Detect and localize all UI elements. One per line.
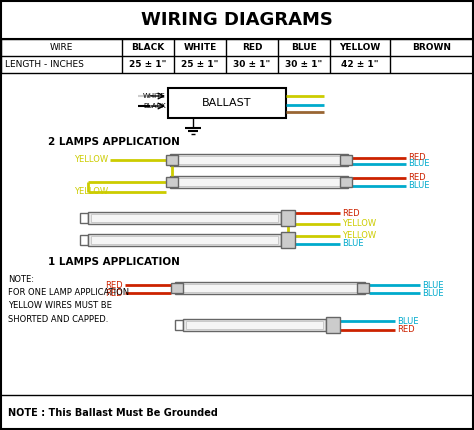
Text: BALLAST: BALLAST bbox=[202, 98, 252, 108]
Bar bbox=[171, 283, 183, 293]
Text: BLACK: BLACK bbox=[131, 43, 164, 52]
Bar bbox=[88, 212, 281, 224]
Text: NOTE:
FOR ONE LAMP APPLICATION
YELLOW WIRES MUST BE
SHORTED AND CAPPED.: NOTE: FOR ONE LAMP APPLICATION YELLOW WI… bbox=[8, 275, 129, 324]
Text: WHITE: WHITE bbox=[183, 43, 217, 52]
Bar bbox=[168, 88, 286, 118]
Bar bbox=[186, 321, 323, 329]
Bar bbox=[166, 177, 178, 187]
Text: NOTE : This Ballast Must Be Grounded: NOTE : This Ballast Must Be Grounded bbox=[8, 408, 218, 418]
Bar bbox=[88, 234, 281, 246]
Bar bbox=[340, 155, 352, 165]
Bar bbox=[281, 232, 295, 248]
Bar bbox=[170, 154, 348, 166]
Text: RED: RED bbox=[342, 209, 360, 218]
Text: 25 ± 1": 25 ± 1" bbox=[129, 60, 167, 69]
Bar bbox=[166, 155, 178, 165]
Bar bbox=[1, 1, 473, 39]
Bar bbox=[183, 319, 326, 331]
Text: BLUE: BLUE bbox=[408, 160, 429, 169]
Bar bbox=[281, 210, 295, 226]
Bar bbox=[178, 284, 362, 292]
Bar bbox=[173, 156, 345, 164]
Text: YELLOW: YELLOW bbox=[74, 187, 108, 197]
Text: BLUE: BLUE bbox=[397, 316, 419, 326]
Text: 25 ± 1": 25 ± 1" bbox=[182, 60, 219, 69]
Text: RED: RED bbox=[408, 154, 426, 163]
Bar bbox=[170, 176, 348, 188]
Text: BLUE: BLUE bbox=[291, 43, 317, 52]
Text: BLUE: BLUE bbox=[422, 289, 444, 298]
Text: LENGTH - INCHES: LENGTH - INCHES bbox=[5, 60, 84, 69]
Text: RED: RED bbox=[408, 173, 426, 182]
Text: 1 LAMPS APPLICATION: 1 LAMPS APPLICATION bbox=[48, 257, 180, 267]
Text: 30 ± 1": 30 ± 1" bbox=[233, 60, 271, 69]
Text: RED: RED bbox=[397, 326, 415, 335]
Text: RED: RED bbox=[105, 280, 123, 289]
Text: 2 LAMPS APPLICATION: 2 LAMPS APPLICATION bbox=[48, 137, 180, 147]
Bar bbox=[173, 178, 345, 186]
Text: BLUE: BLUE bbox=[408, 181, 429, 190]
Text: BLUE: BLUE bbox=[342, 240, 364, 249]
Text: YELLOW: YELLOW bbox=[339, 43, 381, 52]
Bar bbox=[175, 320, 183, 330]
Text: YELLOW: YELLOW bbox=[74, 156, 108, 165]
Bar bbox=[80, 235, 88, 245]
Bar bbox=[326, 317, 340, 333]
Text: RED: RED bbox=[242, 43, 262, 52]
Bar bbox=[175, 282, 365, 294]
Text: WHITE: WHITE bbox=[143, 93, 166, 99]
Text: BLACK: BLACK bbox=[143, 103, 166, 109]
Bar bbox=[357, 283, 369, 293]
Bar bbox=[340, 177, 352, 187]
Bar bbox=[80, 213, 88, 223]
Text: 42 ± 1": 42 ± 1" bbox=[341, 60, 379, 69]
Text: BLUE: BLUE bbox=[422, 280, 444, 289]
Text: 30 ± 1": 30 ± 1" bbox=[285, 60, 323, 69]
Text: RED: RED bbox=[105, 289, 123, 298]
Text: YELLOW: YELLOW bbox=[342, 219, 376, 228]
Bar bbox=[91, 236, 278, 244]
Text: WIRING DIAGRAMS: WIRING DIAGRAMS bbox=[141, 11, 333, 29]
Bar bbox=[91, 214, 278, 222]
Text: WIRE: WIRE bbox=[50, 43, 73, 52]
Text: BROWN: BROWN bbox=[412, 43, 451, 52]
Text: YELLOW: YELLOW bbox=[342, 231, 376, 240]
